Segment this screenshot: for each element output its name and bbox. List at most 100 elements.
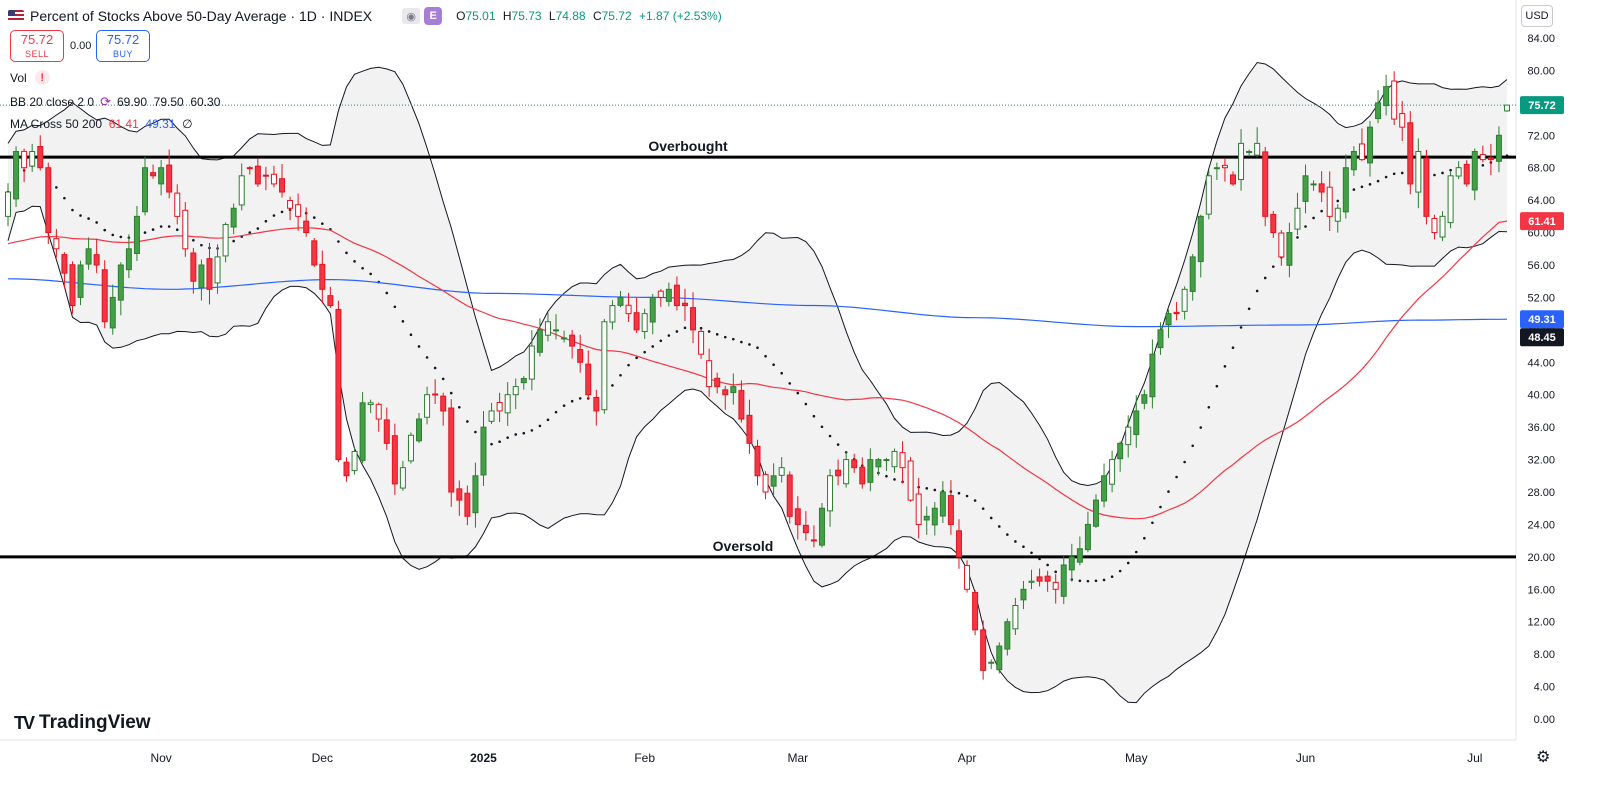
candle-body [690, 307, 697, 331]
candle-body [1431, 218, 1438, 234]
ma-50-line [7, 220, 1508, 520]
bollinger-basis-dot [764, 354, 767, 358]
sell-button[interactable]: 75.72 SELL [10, 30, 64, 62]
candle-body [544, 321, 551, 336]
bollinger-basis-dot [1143, 536, 1146, 540]
bollinger-basis-dot [401, 320, 405, 323]
candle-body [673, 284, 680, 307]
x-tick-label: Dec [312, 751, 333, 765]
tradingview-logo[interactable]: TV TradingView [14, 712, 151, 734]
candles [5, 71, 1510, 680]
candle-body [1358, 143, 1365, 161]
candle-body [1149, 353, 1156, 398]
bollinger-basis-dot [893, 478, 896, 481]
candle-body [464, 492, 471, 517]
candle-body [915, 493, 922, 525]
candle-body [835, 469, 842, 477]
bollinger-basis-dot [393, 305, 397, 309]
candle-body [722, 389, 729, 396]
bollinger-indicator[interactable]: BB 20 close 2 0 ⟳ 69.90 79.50 60.30 [10, 94, 220, 110]
x-tick-label: Apr [958, 751, 977, 765]
gear-icon[interactable]: ⚙ [1536, 749, 1551, 766]
candle-body [230, 207, 237, 228]
bollinger-basis-dot [828, 434, 832, 438]
sell-price: 75.72 [20, 32, 54, 47]
buy-button[interactable]: 75.72 BUY [96, 30, 150, 62]
change-value: +1.87 (+2.53%) [639, 9, 722, 23]
y-tick-label: 84.00 [1527, 33, 1555, 45]
bollinger-basis-dot [675, 330, 679, 333]
candle-body [1229, 174, 1236, 185]
candle-body [246, 167, 253, 170]
candle-body [1238, 142, 1245, 181]
bollinger-basis-dot [1247, 307, 1251, 311]
bollinger-basis-dot [627, 363, 630, 367]
candle-body [117, 264, 124, 301]
candle-body [1213, 167, 1220, 170]
candle-body [1278, 232, 1285, 258]
bollinger-basis-dot [1102, 578, 1106, 582]
candle-body [5, 191, 11, 217]
candle-body [641, 313, 648, 333]
currency-button[interactable]: USD [1521, 5, 1553, 27]
candle-body [593, 396, 600, 412]
bollinger-basis-dot [965, 494, 969, 498]
symbol-title[interactable]: Percent of Stocks Above 50-Day Average ·… [30, 8, 373, 24]
candle-body [1246, 151, 1253, 153]
candle-body [1504, 104, 1510, 112]
y-tick-label: 44.00 [1527, 357, 1555, 369]
candle-body [762, 474, 769, 493]
candle-body [520, 378, 527, 384]
bollinger-basis-dot [756, 346, 759, 349]
bollinger-basis-dot [1118, 569, 1122, 573]
ma-cross-indicator[interactable]: MA Cross 50 200 61.41 49.31 ∅ [10, 117, 193, 131]
warning-icon[interactable]: ! [34, 70, 50, 85]
bollinger-basis-dot [1134, 550, 1138, 554]
bollinger-basis-dot [417, 345, 421, 348]
volume-indicator[interactable]: Vol ! [10, 70, 50, 85]
candle-body [1447, 175, 1454, 224]
bb-upper-value: 79.50 [153, 95, 184, 109]
bb-lower-value: 60.30 [190, 95, 221, 109]
x-tick-label: Jul [1467, 751, 1482, 765]
candle-body [1407, 122, 1414, 185]
candle-body [1471, 151, 1478, 191]
ma-200-line [7, 278, 1508, 328]
bollinger-basis-dot [175, 228, 179, 232]
candle-body [1004, 621, 1011, 650]
eye-icon[interactable]: ◉ [402, 8, 421, 24]
x-tick-label: 2025 [470, 751, 497, 765]
candle-body [440, 395, 447, 412]
candle-body [1455, 167, 1462, 177]
candle-body [1052, 581, 1059, 590]
bollinger-basis-dot [264, 219, 268, 223]
bollinger-basis-dot [933, 488, 937, 492]
y-tick-label: 80.00 [1527, 65, 1555, 77]
candle-body [827, 475, 834, 512]
candle-body [907, 460, 914, 501]
candle-body [939, 491, 946, 517]
bollinger-basis-dot [796, 391, 800, 395]
candle-body [1479, 154, 1486, 161]
bollinger-basis-dot [981, 507, 985, 510]
bollinger-basis-dot [578, 397, 582, 400]
candle-body [1133, 410, 1140, 436]
bollinger-basis-dot [1151, 521, 1154, 525]
candle-body [1125, 426, 1132, 446]
candle-body [875, 459, 882, 468]
candle-body [601, 321, 608, 411]
candle-body [1415, 151, 1422, 193]
y-tick-label: 56.00 [1527, 260, 1555, 272]
bollinger-basis-dot [812, 414, 816, 418]
earnings-badge[interactable]: E [424, 7, 443, 25]
bollinger-basis-dot [79, 214, 82, 217]
candle-body [681, 302, 688, 307]
candle-body [923, 515, 930, 521]
bollinger-basis-dot [1271, 265, 1275, 268]
bollinger-basis-dot [498, 440, 501, 444]
bollinger-basis-dot [1022, 545, 1025, 549]
bollinger-basis-dot [1304, 225, 1307, 228]
candle-body [351, 450, 358, 472]
candle-body [254, 165, 261, 185]
